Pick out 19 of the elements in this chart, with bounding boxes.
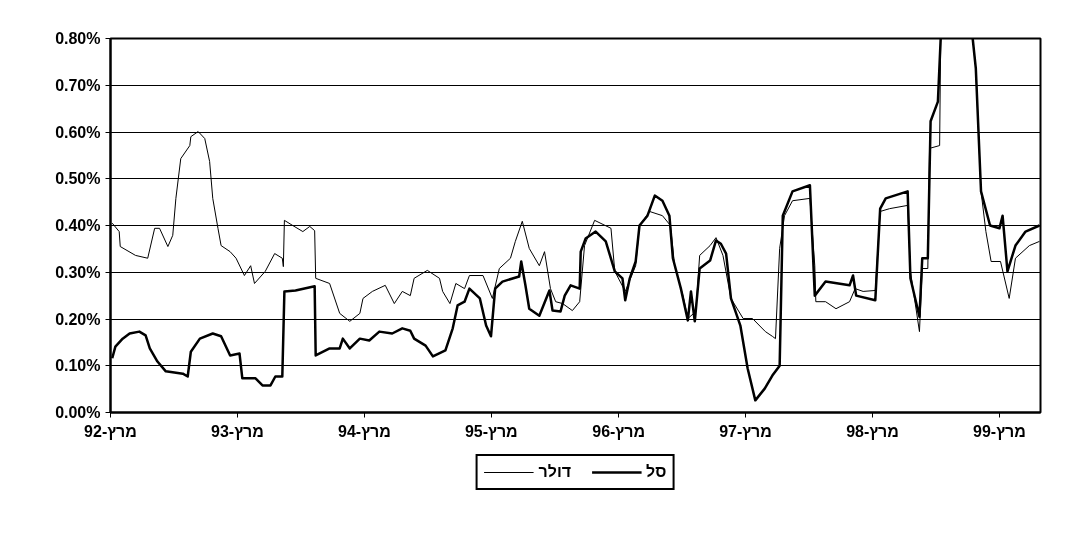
x-tick-label: מרץ-96 xyxy=(592,422,646,440)
y-tick-label: 0.70% xyxy=(55,76,101,94)
y-tick-label: 0.20% xyxy=(55,310,101,328)
x-tick-label: מרץ-97 xyxy=(719,422,772,440)
y-tick-label: 0.60% xyxy=(55,123,101,141)
x-tick-label: מרץ-93 xyxy=(211,422,264,440)
legend-label: סל xyxy=(646,463,667,481)
y-tick-label: 0.50% xyxy=(55,170,101,188)
y-tick-label: 0.10% xyxy=(55,357,101,375)
y-tick-label: 0.30% xyxy=(55,263,101,281)
y-tick-label: 0.40% xyxy=(55,217,101,234)
x-tick-label: מרץ-95 xyxy=(464,422,518,440)
x-tick-label: מרץ-98 xyxy=(846,422,899,440)
x-tick-label: מרץ-92 xyxy=(84,422,137,440)
legend-label: דולר xyxy=(538,463,572,481)
y-tick-label: 0.80% xyxy=(55,30,101,47)
x-tick-label: מרץ-94 xyxy=(338,422,391,440)
y-tick-label: 0.00% xyxy=(55,404,101,421)
x-tick-label: מרץ-99 xyxy=(973,422,1026,440)
